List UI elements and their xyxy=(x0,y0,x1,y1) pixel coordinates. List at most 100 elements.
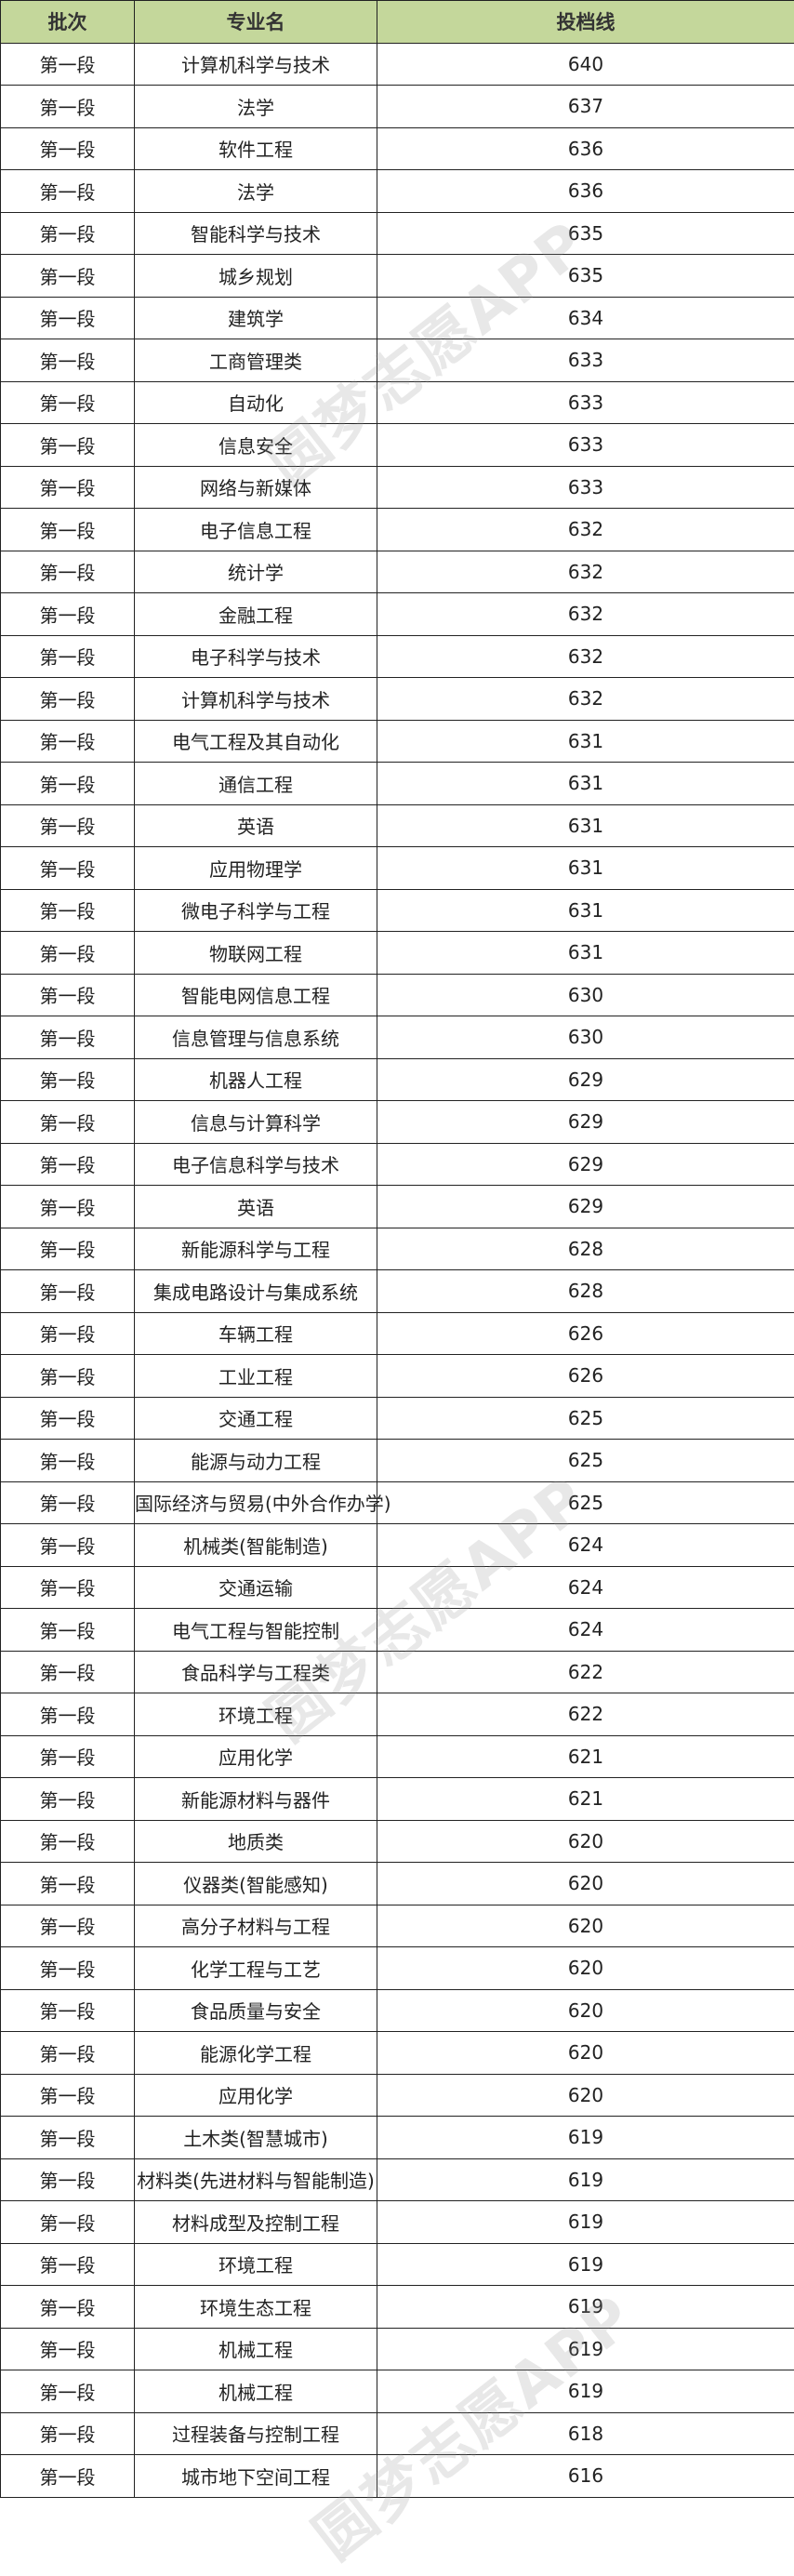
score-cell: 622 xyxy=(377,1651,794,1693)
score-cell: 631 xyxy=(377,847,794,890)
score-cell: 629 xyxy=(377,1143,794,1186)
major-cell: 化学工程与工艺 xyxy=(135,1947,377,1990)
header-batch: 批次 xyxy=(1,1,135,44)
table-row: 第一段机械类(智能制造)624 xyxy=(1,1524,794,1567)
score-cell: 619 xyxy=(377,2328,794,2370)
batch-cell: 第一段 xyxy=(1,1905,135,1947)
score-cell: 619 xyxy=(377,2286,794,2329)
score-cell: 631 xyxy=(377,932,794,975)
batch-cell: 第一段 xyxy=(1,86,135,128)
major-cell: 建筑学 xyxy=(135,297,377,339)
batch-cell: 第一段 xyxy=(1,1989,135,2032)
score-cell: 616 xyxy=(377,2455,794,2498)
major-cell: 材料类(先进材料与智能制造) xyxy=(135,2158,377,2201)
batch-cell: 第一段 xyxy=(1,2455,135,2498)
score-cell: 640 xyxy=(377,43,794,86)
major-cell: 能源与动力工程 xyxy=(135,1440,377,1482)
batch-cell: 第一段 xyxy=(1,2370,135,2413)
header-score: 投档线 xyxy=(377,1,794,44)
major-cell: 食品质量与安全 xyxy=(135,1989,377,2032)
major-cell: 软件工程 xyxy=(135,127,377,170)
score-cell: 620 xyxy=(377,1863,794,1905)
table-row: 第一段国际经济与贸易(中外合作办学)625 xyxy=(1,1481,794,1524)
batch-cell: 第一段 xyxy=(1,974,135,1016)
batch-cell: 第一段 xyxy=(1,466,135,509)
batch-cell: 第一段 xyxy=(1,2328,135,2370)
batch-cell: 第一段 xyxy=(1,43,135,86)
batch-cell: 第一段 xyxy=(1,170,135,213)
batch-cell: 第一段 xyxy=(1,2032,135,2075)
batch-cell: 第一段 xyxy=(1,255,135,298)
table-header-row: 批次 专业名 投档线 xyxy=(1,1,794,44)
score-cell: 637 xyxy=(377,86,794,128)
major-cell: 电气工程与智能控制 xyxy=(135,1609,377,1652)
score-cell: 620 xyxy=(377,1905,794,1947)
table-row: 第一段仪器类(智能感知)620 xyxy=(1,1863,794,1905)
batch-cell: 第一段 xyxy=(1,1101,135,1144)
batch-cell: 第一段 xyxy=(1,678,135,721)
score-cell: 625 xyxy=(377,1481,794,1524)
score-cell: 632 xyxy=(377,678,794,721)
table-row: 第一段材料类(先进材料与智能制造)619 xyxy=(1,2158,794,2201)
batch-cell: 第一段 xyxy=(1,1735,135,1778)
score-cell: 633 xyxy=(377,466,794,509)
major-cell: 车辆工程 xyxy=(135,1312,377,1355)
batch-cell: 第一段 xyxy=(1,2201,135,2244)
batch-cell: 第一段 xyxy=(1,212,135,255)
score-cell: 624 xyxy=(377,1566,794,1609)
batch-cell: 第一段 xyxy=(1,1609,135,1652)
major-cell: 机械工程 xyxy=(135,2328,377,2370)
score-cell: 620 xyxy=(377,2074,794,2117)
major-cell: 集成电路设计与集成系统 xyxy=(135,1270,377,1313)
major-cell: 城乡规划 xyxy=(135,255,377,298)
score-cell: 628 xyxy=(377,1270,794,1313)
major-cell: 网络与新媒体 xyxy=(135,466,377,509)
batch-cell: 第一段 xyxy=(1,1397,135,1440)
major-cell: 机械工程 xyxy=(135,2370,377,2413)
score-cell: 636 xyxy=(377,127,794,170)
major-cell: 智能科学与技术 xyxy=(135,212,377,255)
major-cell: 交通工程 xyxy=(135,1397,377,1440)
score-cell: 632 xyxy=(377,593,794,636)
major-cell: 仪器类(智能感知) xyxy=(135,1863,377,1905)
batch-cell: 第一段 xyxy=(1,2158,135,2201)
major-cell: 通信工程 xyxy=(135,763,377,805)
batch-cell: 第一段 xyxy=(1,1524,135,1567)
major-cell: 电子科学与技术 xyxy=(135,635,377,678)
major-cell: 应用化学 xyxy=(135,2074,377,2117)
header-major: 专业名 xyxy=(135,1,377,44)
major-cell: 机械类(智能制造) xyxy=(135,1524,377,1567)
score-cell: 620 xyxy=(377,1947,794,1990)
score-cell: 629 xyxy=(377,1058,794,1101)
score-cell: 632 xyxy=(377,509,794,551)
score-cell: 621 xyxy=(377,1778,794,1821)
batch-cell: 第一段 xyxy=(1,847,135,890)
batch-cell: 第一段 xyxy=(1,1440,135,1482)
major-cell: 英语 xyxy=(135,804,377,847)
score-cell: 624 xyxy=(377,1609,794,1652)
batch-cell: 第一段 xyxy=(1,2074,135,2117)
batch-cell: 第一段 xyxy=(1,1566,135,1609)
